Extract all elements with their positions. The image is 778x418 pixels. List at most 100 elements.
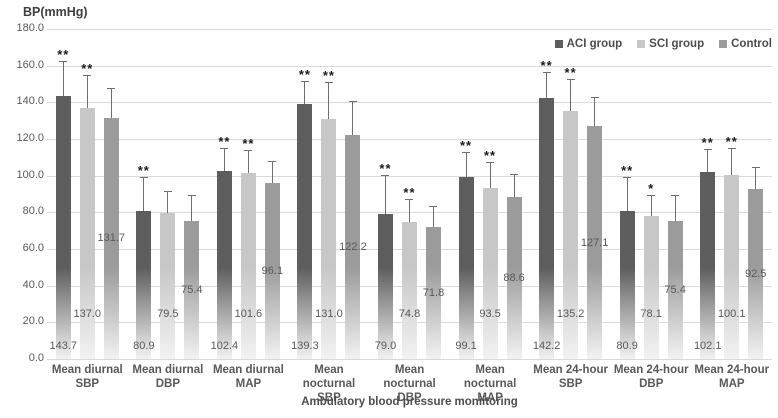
- y-axis-title: BP(mmHg): [23, 5, 88, 19]
- error-bar: [731, 149, 733, 176]
- error-bar: [352, 101, 354, 135]
- category-label: Mean nocturnal DBP: [369, 363, 450, 405]
- x-category-row: Mean diurnal SBP Mean diurnal DBP Mean diurn…: [47, 363, 772, 405]
- significance-marker: **: [218, 133, 231, 149]
- value-label: 93.5: [479, 308, 501, 320]
- gridline: [47, 359, 772, 360]
- error-bar: [223, 148, 225, 172]
- error-bar: [143, 178, 145, 211]
- category-label-line: SBP: [317, 392, 341, 404]
- legend-item: Control: [719, 38, 772, 50]
- error-bar-cap: [220, 147, 229, 149]
- value-label: 102.1: [693, 340, 722, 352]
- value-label: 75.4: [181, 283, 203, 296]
- gridline: [47, 102, 772, 104]
- value-label: 80.9: [616, 340, 638, 352]
- value-label: 75.4: [664, 283, 686, 296]
- error-bar: [570, 79, 572, 112]
- bar-group: ** 80.9 79.5 75.4: [128, 29, 209, 359]
- error-bar: [755, 168, 757, 190]
- error-bar-cap: [405, 199, 414, 201]
- bar: ** 131.0: [315, 69, 343, 359]
- error-bar-cap: [381, 174, 390, 176]
- category-label-line: Mean nocturnal: [302, 364, 356, 390]
- legend-label: Control: [731, 38, 772, 50]
- bar: ** 80.9: [133, 164, 155, 359]
- bar: ** 99.1: [455, 139, 477, 359]
- error-bar: [465, 152, 467, 178]
- category-label-line: SBP: [75, 378, 100, 390]
- error-bar-cap: [462, 151, 471, 153]
- value-label: 88.6: [503, 271, 525, 284]
- y-tick-label: 60.0: [22, 242, 44, 254]
- value-label: 79.0: [374, 340, 397, 352]
- category-label-line: Mean diurnal: [132, 364, 204, 376]
- value-label: 101.6: [234, 308, 263, 320]
- bar-group: ** 99.1 ** 93.5 88.6: [450, 29, 531, 359]
- error-bar-cap: [510, 173, 519, 175]
- gridline: [47, 29, 772, 30]
- error-bar-cap: [187, 195, 196, 197]
- category-label-line: Mean diurnal: [212, 364, 284, 376]
- error-bar-cap: [348, 100, 357, 102]
- value-label: 80.9: [133, 340, 155, 352]
- bar-group: ** 142.2 ** 135.2 127.1: [530, 29, 611, 359]
- bar: ** 102.4: [211, 135, 238, 359]
- category-label-line: MAP: [477, 392, 503, 404]
- category-label-line: MAP: [235, 378, 262, 390]
- error-bar: [489, 163, 491, 188]
- value-label: 74.8: [398, 308, 421, 320]
- error-bar: [650, 195, 652, 216]
- value-label: 122.2: [339, 240, 367, 253]
- error-bar: [546, 73, 548, 99]
- bar: ** 102.1: [694, 136, 721, 359]
- value-label: 143.7: [49, 340, 78, 352]
- bar-group: ** 80.9 * 78.1 75.4: [611, 29, 692, 359]
- significance-marker: **: [403, 185, 416, 201]
- category-label: Mean diurnal DBP: [128, 363, 209, 405]
- bar: 122.2: [339, 100, 367, 359]
- error-bar: [408, 200, 410, 222]
- category-label-line: DBP: [397, 392, 422, 404]
- y-tick-label: 100.0: [16, 168, 44, 181]
- bar: ** 100.1: [718, 135, 745, 359]
- legend-label: SCI group: [649, 38, 705, 50]
- bar: 71.8: [422, 205, 445, 359]
- y-tick-label: 0.0: [28, 352, 44, 364]
- value-label: 135.2: [556, 308, 585, 320]
- error-bar-cap: [83, 74, 92, 76]
- bar-group: ** 143.7 ** 137.0 131.7: [47, 29, 128, 359]
- gridline: [47, 175, 772, 177]
- category-label-line: Mean nocturnal: [383, 364, 436, 390]
- error-bar: [626, 177, 628, 211]
- category-label: Mean 24-hour MAP: [692, 363, 773, 405]
- value-label: 100.1: [717, 308, 746, 320]
- error-bar: [86, 75, 88, 108]
- x-axis-title: Ambulatory blood pressure moniitoring: [301, 396, 518, 408]
- significance-marker: **: [725, 134, 738, 150]
- bar: 79.5: [157, 190, 179, 359]
- error-bar: [247, 150, 249, 173]
- bar: ** 93.5: [479, 149, 501, 359]
- significance-marker: **: [701, 134, 714, 150]
- error-bar-cap: [107, 87, 116, 89]
- bar-group: ** 102.1 ** 100.1 92.5: [691, 29, 772, 359]
- category-label: Mean 24-hour DBP: [611, 363, 692, 405]
- category-label: Mean diurnal SBP: [47, 363, 128, 405]
- value-label: 137.0: [73, 308, 102, 320]
- error-bar-cap: [324, 82, 333, 84]
- bar-group: ** 79.0 ** 74.8 71.8: [369, 29, 450, 359]
- value-label: 71.8: [422, 287, 445, 300]
- error-bar: [674, 196, 676, 221]
- error-bar-cap: [623, 176, 632, 178]
- value-label: 127.1: [580, 236, 609, 249]
- significance-marker: **: [57, 47, 70, 63]
- error-bar: [110, 88, 112, 118]
- significance-marker: **: [540, 58, 553, 74]
- bar: 75.4: [181, 195, 203, 359]
- error-bar-cap: [727, 148, 736, 150]
- error-bar: [62, 62, 64, 96]
- category-label: Mean nocturnal MAP: [450, 363, 531, 405]
- error-bar: [271, 161, 273, 183]
